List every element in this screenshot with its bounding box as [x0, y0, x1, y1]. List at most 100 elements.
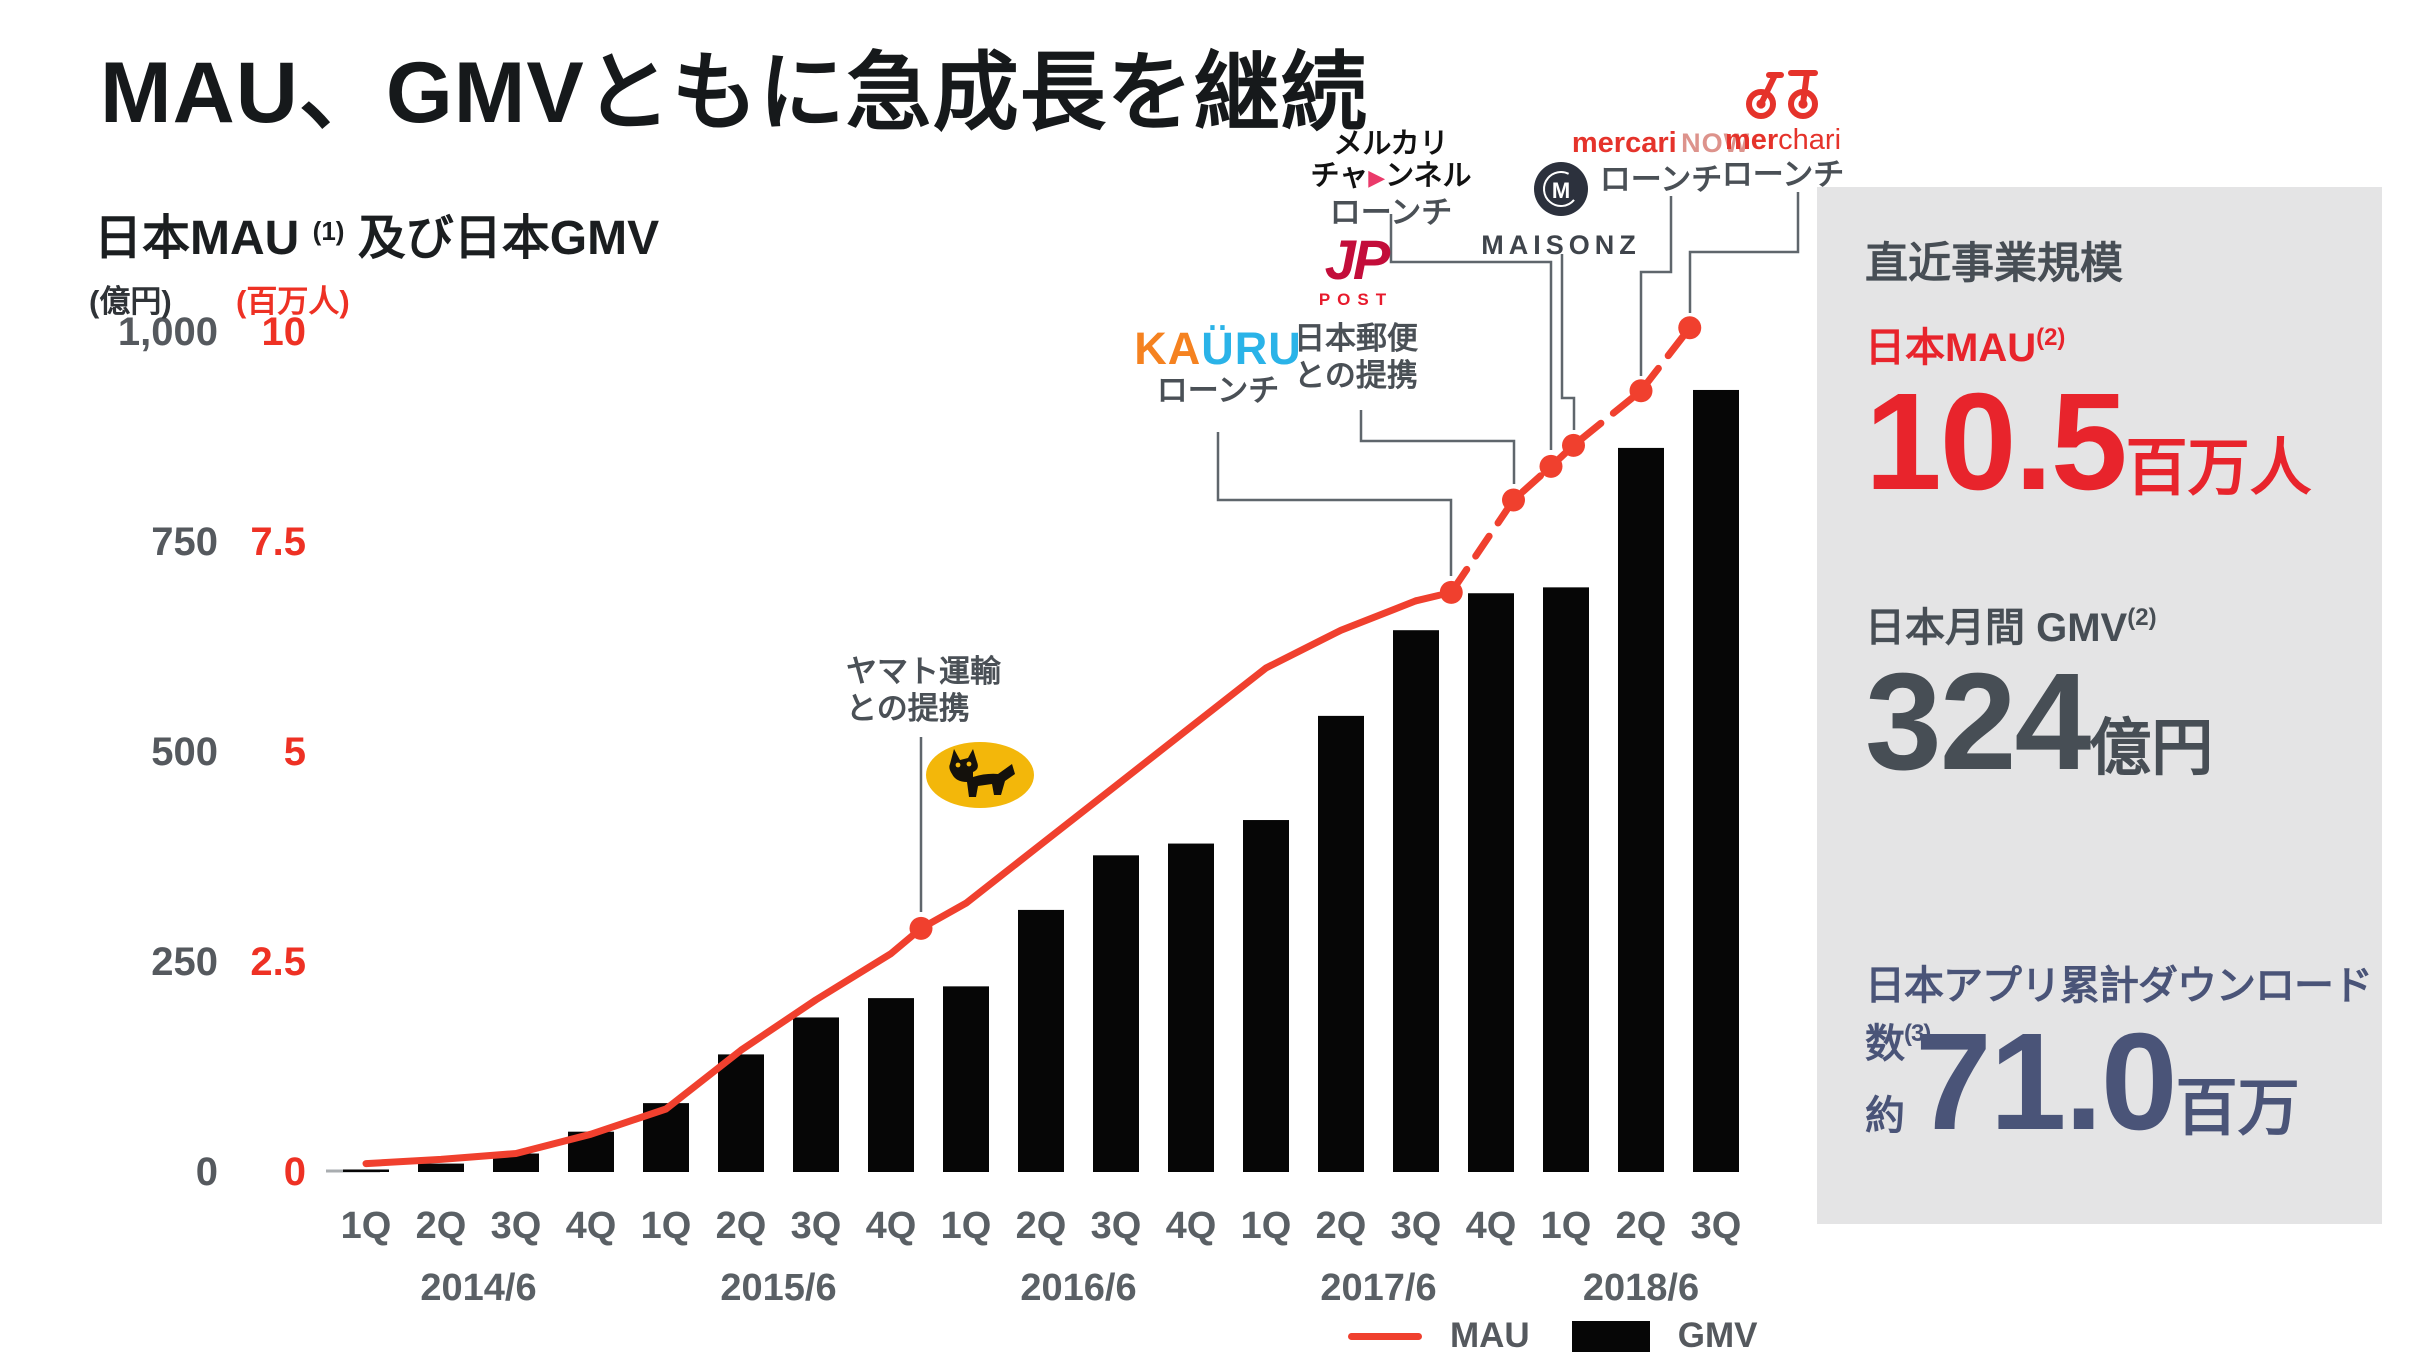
annotation-mercari-channel: メルカリ チャ▶ンネル ローンチ [1298, 128, 1484, 232]
callout-connector-kauru [1216, 432, 1453, 576]
event-dot-jp-post [1502, 488, 1525, 512]
mercari-channel-logo: メルカリ チャ▶ンネル [1310, 128, 1472, 193]
y-right-tick-0: 0 [284, 1150, 306, 1194]
x-tick-4-4Q: 4Q [566, 1205, 617, 1247]
x-tick-9-1Q: 1Q [941, 1205, 992, 1247]
annotation-jp-post: JP POST 日本郵便 との提携 [1268, 232, 1444, 394]
gmv-bar-3Q [1693, 389, 1739, 1173]
play-icon: ▶ [1368, 165, 1386, 191]
year-label-2017-6: 2017/6 [1320, 1267, 1436, 1309]
gmv-bar-4Q [868, 998, 914, 1172]
svg-text:M: M [1552, 178, 1570, 203]
annotation-maisonz: M MAISONZ [1468, 160, 1654, 262]
panel-heading: 直近事業規模 [1865, 240, 2123, 288]
x-tick-16-4Q: 4Q [1466, 1205, 1517, 1247]
x-tick-7-3Q: 3Q [791, 1205, 842, 1247]
yamato-transport-logo-icon [926, 742, 1034, 808]
japan-monthly-gmv-value: 324億円 [1865, 645, 2214, 799]
x-tick-11-3Q: 3Q [1091, 1205, 1142, 1247]
x-tick-15-3Q: 3Q [1391, 1205, 1442, 1247]
chart-subtitle-main: 日本MAU [94, 212, 300, 265]
gmv-bar-3Q [793, 1017, 839, 1172]
y-left-tick-500: 500 [151, 730, 218, 774]
year-label-2018-6: 2018/6 [1583, 1267, 1699, 1309]
mercari-now-logo: mercari NOW [1571, 127, 1751, 159]
mau-line-solid [362, 597, 1420, 1168]
gmv-bar-2Q [418, 1163, 464, 1172]
x-tick-8-4Q: 4Q [866, 1205, 917, 1247]
callout-connector-mercari_now [1639, 196, 1673, 376]
callout-connector-jp_post [1359, 410, 1516, 484]
gmv-bar-2Q [1618, 447, 1664, 1172]
x-tick-19-3Q: 3Q [1691, 1205, 1742, 1247]
x-tick-6-2Q: 2Q [716, 1205, 767, 1247]
event-dot-mercari-now [1629, 379, 1653, 403]
y-right-tick-7.5: 7.5 [250, 520, 306, 564]
gmv-bar-3Q [1393, 630, 1439, 1172]
year-label-2014-6: 2014/6 [420, 1267, 536, 1309]
gmv-bar-2Q [1318, 715, 1364, 1172]
japan-app-downloads-value: 約71.0百万 [1865, 1005, 2300, 1159]
jp-post-logo: JP [1324, 228, 1391, 291]
annotation-kauru: KAÜRU ローンチ [1100, 326, 1336, 410]
y-right-tick-2.5: 2.5 [250, 940, 306, 984]
y-left-tick-750: 750 [151, 520, 218, 564]
japan-app-downloads-label: 日本アプリ累計ダウンロード数(3) [1865, 964, 2373, 1066]
event-dot-maisonz [1562, 433, 1585, 457]
chart-subtitle: 日本MAU (1) 及び日本GMV [94, 198, 659, 268]
x-tick-13-1Q: 1Q [1241, 1205, 1292, 1247]
legend: MAU GMV [1348, 1316, 1771, 1356]
latest-business-scale-panel: 直近事業規模 日本MAU(2) 10.5百万人 日本月間 GMV(2) 324億… [1817, 187, 2382, 1224]
gmv-bar-3Q [1093, 855, 1139, 1172]
gmv-bar-1Q [1243, 820, 1289, 1172]
gmv-bar-3Q [493, 1153, 539, 1172]
y-axis-left-unit: (億円) [89, 284, 172, 319]
year-label-2016-6: 2016/6 [1020, 1267, 1136, 1309]
annotation-yamato: ヤマト運輸 との提携 [846, 654, 1001, 726]
gmv-bar-4Q [1168, 843, 1214, 1172]
y-left-tick-0: 0 [196, 1150, 218, 1194]
x-tick-1-1Q: 1Q [341, 1205, 392, 1247]
x-tick-14-2Q: 2Q [1316, 1205, 1367, 1247]
page-title: MAU、GMVともに急成長を継続 [100, 45, 1368, 141]
x-tick-18-2Q: 2Q [1616, 1205, 1667, 1247]
event-dot-kauru [1439, 580, 1463, 604]
y-left-tick-250: 250 [151, 940, 218, 984]
gmv-bar-1Q [943, 986, 989, 1172]
gmv-bar-4Q [1468, 593, 1514, 1172]
chart-subtitle-rest: 及び日本GMV [357, 212, 660, 265]
y-axis-right-unit: (百万人) [236, 284, 350, 319]
year-label-2015-6: 2015/6 [720, 1267, 836, 1309]
y-right-tick-10: 10 [262, 310, 307, 354]
gmv-bar-2Q [1018, 909, 1064, 1172]
chart-subtitle-footnote: (1) [312, 216, 345, 246]
annotation-mercari-now: mercari NOW ローンチ [1568, 126, 1754, 199]
x-tick-12-4Q: 4Q [1166, 1205, 1217, 1247]
callout-connector-merchari [1688, 192, 1800, 313]
legend-gmv-label: GMV [1677, 1316, 1758, 1355]
event-dot-merchari [1678, 316, 1702, 340]
kauru-logo: KAÜRU [1134, 323, 1302, 374]
event-dot-yamato [909, 916, 933, 940]
event-dot-mercari-channel [1539, 454, 1563, 478]
legend-gmv-bar-swatch [1571, 1320, 1650, 1352]
merchari-bicycle-icon [1746, 70, 1818, 119]
japan-mau-label: 日本MAU(2) [1865, 324, 2066, 370]
callout-connector-maisonz [1560, 254, 1576, 430]
gmv-bar-2Q [718, 1054, 764, 1172]
x-tick-17-1Q: 1Q [1541, 1205, 1592, 1247]
y-left-tick-1,000: 1,000 [118, 310, 218, 354]
callout-connector-mercari_channel [1389, 214, 1553, 450]
japan-mau-value: 10.5百万人 [1865, 365, 2312, 519]
x-tick-10-2Q: 2Q [1016, 1205, 1067, 1247]
gmv-bar-1Q [343, 1169, 389, 1172]
x-tick-3-3Q: 3Q [491, 1205, 542, 1247]
japan-monthly-gmv-label: 日本月間 GMV(2) [1865, 604, 2157, 650]
x-tick-5-1Q: 1Q [641, 1205, 692, 1247]
y-right-tick-5: 5 [284, 730, 306, 774]
x-tick-2-2Q: 2Q [416, 1205, 467, 1247]
legend-mau-line-swatch [1348, 1332, 1422, 1340]
maisonz-logo-icon: M [1534, 162, 1588, 216]
